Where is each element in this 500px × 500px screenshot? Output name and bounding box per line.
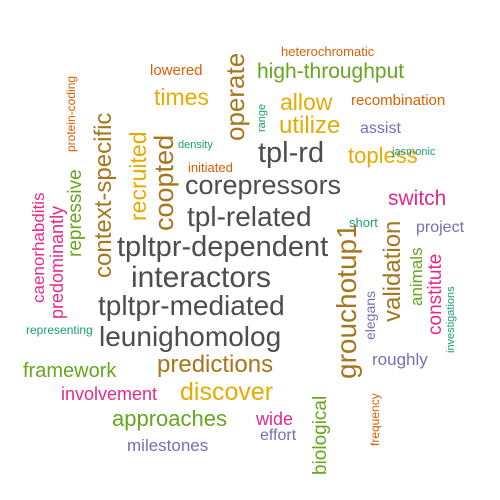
word-repressive: repressive: [65, 169, 86, 257]
word-project: project: [416, 219, 465, 236]
word-allow: allow: [280, 89, 333, 115]
word-times: times: [154, 84, 209, 110]
word-investigations: investigations: [445, 286, 457, 353]
word-predominantly: predominantly: [47, 205, 67, 319]
word-framework: framework: [23, 360, 117, 382]
word-tpltpr-mediated: tpltpr-mediated: [98, 290, 285, 321]
word-grouchotup1: grouchotup1: [331, 223, 362, 379]
word-predictions: predictions: [157, 351, 274, 378]
word-context-specific: context-specific: [90, 112, 117, 278]
word-utilize: utilize: [279, 112, 341, 139]
word-switch: switch: [388, 187, 447, 210]
word-heterochromatic: heterochromatic: [281, 44, 375, 59]
word-involvement: involvement: [61, 384, 158, 404]
word-density: density: [178, 139, 213, 151]
word-animals: animals: [407, 247, 426, 306]
word-roughly: roughly: [372, 350, 428, 369]
word-biological: biological: [310, 395, 331, 475]
word-discover: discover: [180, 378, 274, 406]
word-short: short: [349, 215, 378, 230]
word-milestones: milestones: [127, 436, 209, 455]
word-corepressors: corepressors: [185, 170, 342, 200]
word-effort: effort: [260, 427, 297, 444]
word-jasmonic: jasmonic: [392, 146, 436, 158]
word-recruited: recruited: [125, 131, 151, 221]
word-recombination: recombination: [351, 92, 446, 109]
word-initiated: initiated: [188, 160, 233, 175]
word-leunighomolog: leunighomolog: [99, 321, 282, 352]
word-high-throughput: high-throughput: [257, 60, 405, 83]
word-range: range: [256, 103, 268, 132]
word-caenorhabditis: caenorhabditis: [29, 192, 48, 303]
word-assist: assist: [360, 120, 401, 137]
word-wide: wide: [256, 409, 294, 429]
word-operate: operate: [220, 52, 250, 141]
word-protein-coding: protein-coding: [64, 75, 78, 152]
word-tpltpr-dependent: tpltpr-dependent: [117, 231, 329, 263]
word-interactors: interactors: [131, 261, 272, 294]
word-representing: representing: [26, 323, 93, 337]
word-approaches: approaches: [112, 406, 227, 431]
word-coopted: coopted: [149, 134, 179, 231]
word-lowered: lowered: [150, 62, 203, 79]
word-tpl-related: tpl-related: [187, 201, 312, 232]
word-validation: validation: [379, 220, 406, 322]
word-tpl-rd: tpl-rd: [258, 137, 325, 169]
word-elegans: elegans: [362, 290, 378, 340]
word-topless: topless: [348, 143, 418, 168]
word-frequency: frequency: [368, 393, 382, 446]
word-constitute: constitute: [425, 253, 446, 335]
